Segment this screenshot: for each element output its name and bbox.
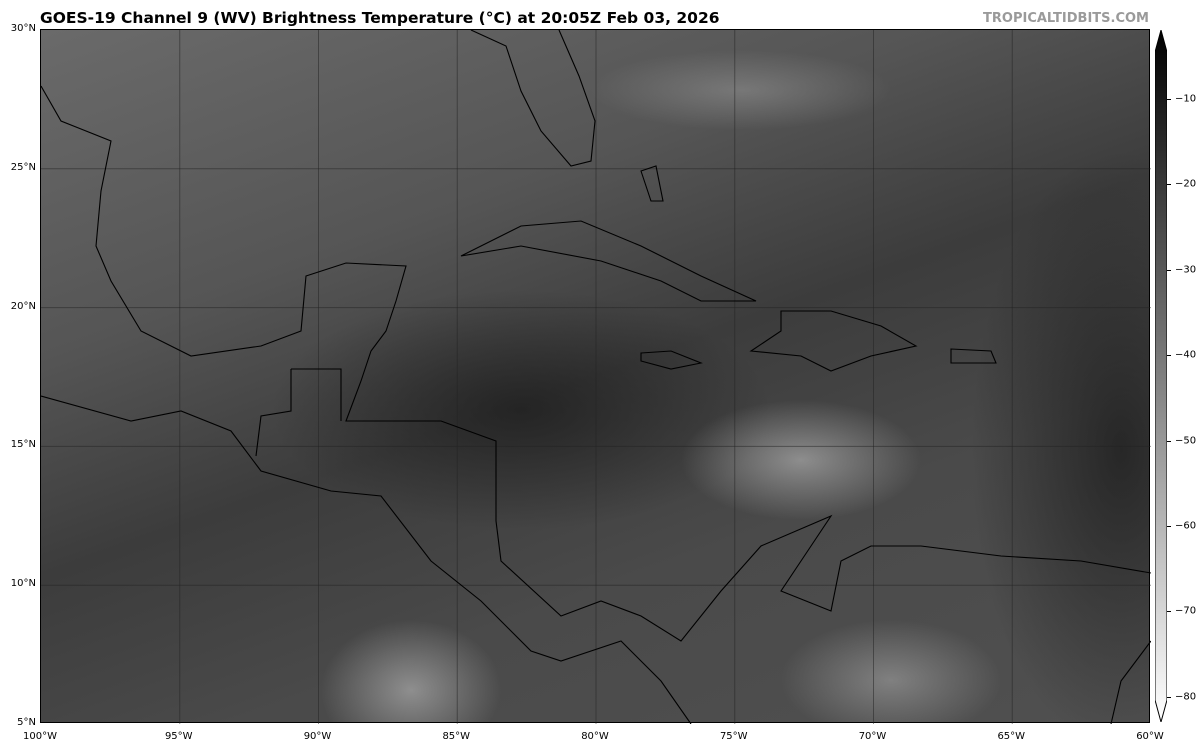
colorbar-tick [1167,611,1171,613]
lat-label: 15°N [10,439,36,451]
colorbar-tick [1167,355,1171,357]
hispaniola [749,310,918,372]
south-america-coast [1110,640,1151,724]
colorbar-tick [1167,696,1171,698]
lon-label: 70°W [858,731,887,742]
jamaica [640,350,703,370]
lon-label: 75°W [719,731,748,742]
lat-label: 25°N [10,161,36,173]
lon-label: 80°W [581,731,609,742]
puerto-rico [950,348,997,364]
lon-label: 60°W [1136,731,1164,742]
colorbar-tick-label: −50 [1175,435,1197,447]
colorbar-tick-label: −20 [1175,178,1197,190]
pacific-coast [41,395,692,724]
gulf-coast [41,85,1151,642]
colorbar-tick-label: −70 [1175,605,1197,617]
colorbar-tick [1167,99,1171,100]
colorbar-tick [1167,440,1171,442]
colorbar-tick-label: −80 [1175,691,1197,703]
coastlines [41,30,1151,724]
colorbar-tick [1167,269,1171,271]
satellite-map [40,29,1151,724]
colorbar-tick-label: −30 [1175,264,1197,276]
colorbar-tick-label: −40 [1175,349,1197,361]
colorbar-tick [1167,526,1171,527]
lon-label: 65°W [997,731,1026,742]
lat-label: 10°N [10,578,36,590]
lat-label: 30°N [10,23,36,34]
lon-label: 90°W [303,731,332,742]
watermark: TROPICALTIDBITS.COM [983,11,1149,26]
lat-label: 20°N [10,300,36,312]
guatemala-border [255,368,342,457]
lon-label: 85°W [442,731,471,742]
cuba [460,220,757,302]
map-title: GOES-19 Channel 9 (WV) Brightness Temper… [40,9,720,27]
florida-coast [470,30,596,167]
lon-label: 95°W [164,731,193,742]
colorbar-tick [1167,184,1171,186]
lat-label: 5°N [17,717,36,728]
andros [640,165,664,202]
colorbar [1155,30,1167,722]
colorbar-tick-label: −60 [1175,520,1197,532]
colorbar-tick-label: −10 [1175,93,1197,105]
lon-label: 100°W [23,731,57,742]
